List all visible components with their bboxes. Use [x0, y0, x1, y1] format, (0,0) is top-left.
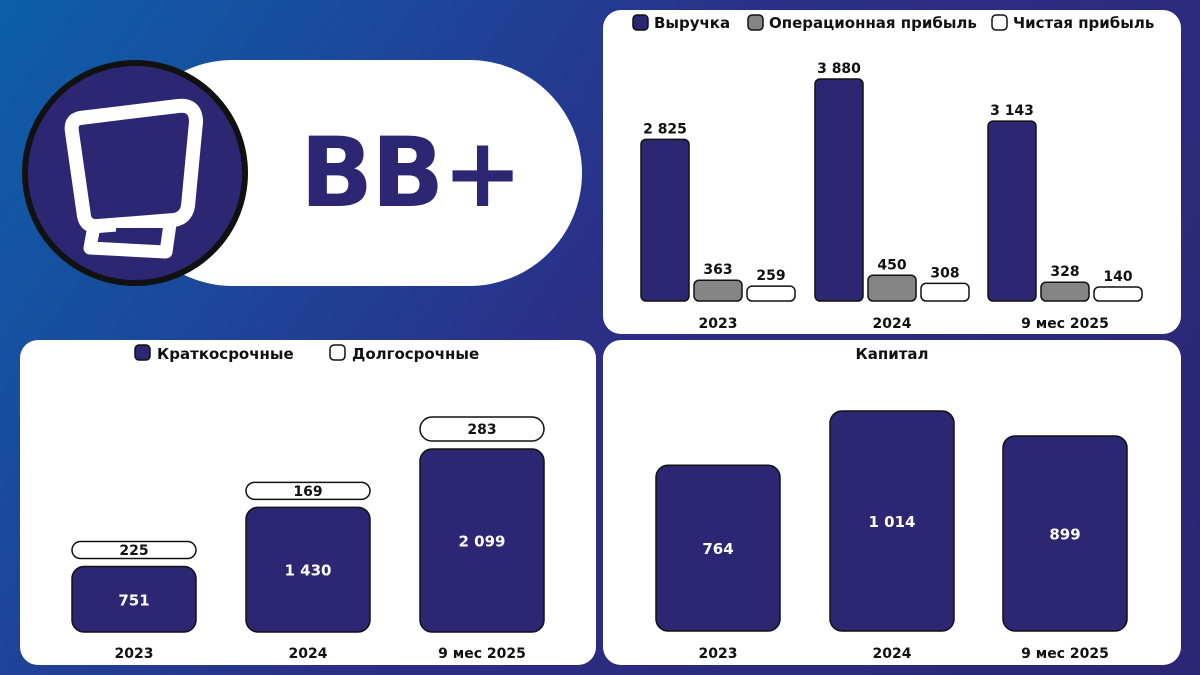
revenue-profit-chart-panel: Выручка Операционная прибыль Чистая прибыл…	[603, 10, 1181, 334]
bar-short-0	[71, 565, 197, 633]
bar-1-1	[867, 274, 917, 302]
bar-0-0	[640, 138, 690, 302]
data-label-1-1: 450	[877, 257, 906, 273]
category-label-1: 2024	[873, 316, 912, 332]
data-label-2-0: 259	[756, 268, 785, 284]
legend-label-1: Долгосрочные	[352, 345, 479, 363]
bar-1-0	[693, 279, 743, 302]
data-label-2-2: 140	[1103, 269, 1132, 285]
bar-long-0	[71, 540, 197, 560]
bar-capital-1	[829, 410, 955, 632]
debt-chart: Краткосрочные Долгосрочные 751 225 2023 1 430…	[71, 344, 545, 662]
capital-chart: Капитал 764 2023 1 014 2024 899 9 мес 2025	[655, 345, 1128, 662]
legend-label-0: Краткосрочные	[157, 345, 294, 363]
bar-2-1	[920, 282, 970, 302]
bar-long-label-1: 169	[293, 484, 322, 500]
category-label-0: 2023	[115, 646, 154, 662]
legend-swatch-1	[747, 14, 764, 31]
data-label-1-0: 363	[703, 262, 732, 278]
data-label-2-1: 308	[930, 265, 959, 281]
bar-long-1	[245, 481, 371, 501]
chart-title: Капитал	[855, 345, 928, 363]
ticker-title: BB+	[300, 117, 523, 229]
bar-capital-label-1: 1 014	[869, 513, 916, 531]
data-label-0-2: 3 143	[990, 103, 1034, 119]
bar-capital-2	[1002, 435, 1128, 632]
capital-chart-panel: Капитал 764 2023 1 014 2024 899 9 мес 2025	[603, 340, 1181, 665]
logo-circle	[22, 60, 248, 286]
bar-capital-0	[655, 464, 781, 632]
bar-2-2	[1093, 286, 1143, 302]
bar-capital-label-0: 764	[702, 540, 733, 558]
legend-swatch-1	[329, 344, 346, 361]
category-label-2: 9 мес 2025	[1021, 646, 1109, 662]
legend-label-0: Выручка	[654, 14, 730, 32]
bar-long-label-2: 283	[467, 422, 496, 438]
legend-swatch-2	[991, 14, 1008, 31]
bar-capital-label-2: 899	[1049, 525, 1080, 543]
bar-short-2	[419, 448, 545, 633]
bar-long-label-0: 225	[119, 543, 148, 559]
bar-1-2	[1040, 281, 1090, 302]
revenue-profit-chart: Выручка Операционная прибыль Чистая прибыл…	[632, 14, 1154, 332]
legend-swatch-0	[134, 344, 151, 361]
bar-2-0	[746, 285, 796, 302]
bar-short-label-1: 1 430	[285, 562, 332, 580]
category-label-0: 2023	[699, 316, 738, 332]
bar-0-2	[987, 120, 1037, 302]
debt-chart-panel: Краткосрочные Долгосрочные 751 225 2023 1 430…	[20, 340, 596, 665]
legend-swatch-0	[632, 14, 649, 31]
legend-label-2: Чистая прибыль	[1013, 14, 1154, 32]
category-label-0: 2023	[699, 646, 738, 662]
data-label-0-0: 2 825	[643, 121, 687, 137]
bar-long-2	[419, 416, 545, 442]
category-label-1: 2024	[873, 646, 912, 662]
category-label-2: 9 мес 2025	[1021, 316, 1109, 332]
bar-short-label-2: 2 099	[459, 533, 506, 551]
category-label-2: 9 мес 2025	[438, 646, 526, 662]
bar-short-1	[245, 506, 371, 633]
data-label-1-2: 328	[1050, 264, 1079, 280]
bar-0-1	[814, 78, 864, 302]
legend-label-1: Операционная прибыль	[769, 14, 977, 32]
bar-short-label-0: 751	[118, 591, 149, 609]
data-label-0-1: 3 880	[817, 61, 861, 77]
monitor-icon	[64, 98, 203, 259]
category-label-1: 2024	[289, 646, 328, 662]
